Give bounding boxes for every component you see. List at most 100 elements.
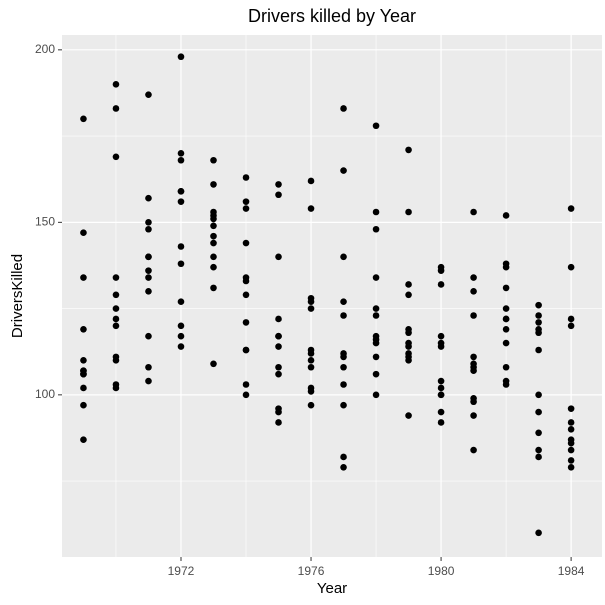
point [307, 357, 315, 364]
point [275, 363, 282, 371]
point [405, 343, 412, 350]
point [210, 222, 217, 230]
point [535, 408, 542, 416]
point [80, 274, 87, 281]
point [340, 312, 347, 319]
point [177, 298, 185, 305]
point [535, 301, 542, 309]
point [210, 263, 217, 271]
point [502, 325, 510, 333]
point [372, 391, 380, 399]
point [80, 357, 87, 364]
point [112, 153, 120, 161]
point [80, 115, 87, 123]
point [177, 322, 185, 330]
point [80, 325, 87, 333]
point [80, 401, 87, 409]
point [502, 305, 510, 312]
point [437, 419, 445, 426]
point [145, 225, 152, 233]
point [145, 377, 152, 385]
point [535, 429, 542, 437]
point [405, 291, 412, 299]
point [112, 305, 120, 312]
point [567, 419, 575, 426]
x-tick-label: 1984 [558, 564, 585, 578]
point [307, 401, 315, 409]
point [307, 388, 315, 395]
point [437, 343, 445, 350]
point [372, 339, 380, 347]
point [340, 167, 347, 174]
point [242, 319, 250, 326]
point [535, 453, 542, 461]
point [340, 453, 347, 461]
point [112, 322, 120, 330]
point [567, 426, 575, 433]
point [177, 260, 185, 268]
point [275, 315, 282, 323]
point [210, 232, 217, 240]
point [405, 329, 412, 337]
point [177, 343, 185, 350]
point [340, 463, 347, 471]
point [470, 398, 477, 406]
point [145, 288, 152, 295]
point [437, 391, 445, 399]
point [567, 439, 575, 447]
point [307, 305, 315, 312]
point [112, 315, 120, 323]
point [177, 243, 185, 250]
point [437, 281, 445, 288]
point [145, 274, 152, 281]
point [145, 363, 152, 371]
point [145, 253, 152, 261]
point [242, 198, 250, 205]
y-tick-label: 200 [35, 42, 55, 56]
point [340, 363, 347, 371]
point [567, 405, 575, 412]
point [340, 298, 347, 305]
point [210, 253, 217, 261]
point [502, 381, 510, 388]
point [112, 353, 120, 361]
point [470, 208, 477, 216]
point [242, 346, 250, 354]
point [372, 305, 380, 312]
point [145, 332, 152, 340]
point [535, 529, 542, 537]
point [437, 332, 445, 340]
point [535, 319, 542, 326]
point [210, 360, 217, 368]
point [502, 212, 510, 219]
x-tick-label: 1972 [168, 564, 195, 578]
point [535, 346, 542, 354]
point [437, 408, 445, 416]
point [112, 274, 120, 281]
point [535, 391, 542, 399]
point [307, 363, 315, 371]
point [470, 363, 477, 371]
point [372, 122, 380, 130]
point [210, 208, 217, 216]
point [437, 377, 445, 385]
point [112, 291, 120, 299]
point [242, 381, 250, 388]
point [502, 339, 510, 347]
point [405, 208, 412, 216]
y-axis-label: DriversKilled [9, 254, 26, 338]
point [340, 353, 347, 361]
point [112, 81, 120, 88]
point [372, 370, 380, 378]
point [145, 91, 152, 98]
point [372, 312, 380, 319]
point [80, 436, 87, 443]
point [307, 350, 315, 357]
point [405, 412, 412, 419]
point [80, 384, 87, 392]
point [405, 146, 412, 154]
point [242, 174, 250, 181]
point [307, 177, 315, 185]
point [405, 281, 412, 288]
point [567, 322, 575, 330]
